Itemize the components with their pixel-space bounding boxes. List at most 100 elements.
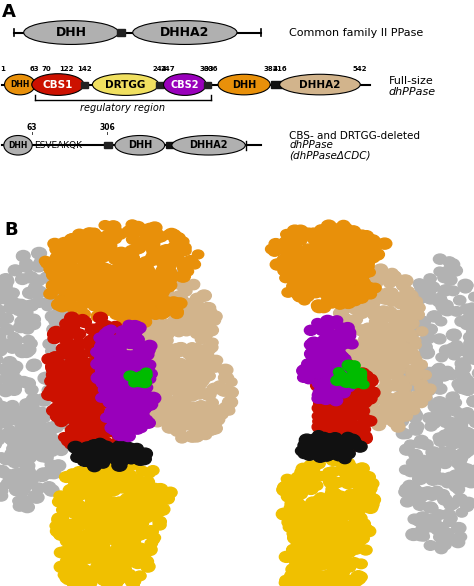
Circle shape <box>315 385 329 396</box>
Circle shape <box>207 383 221 394</box>
Circle shape <box>62 575 75 584</box>
Circle shape <box>305 517 318 528</box>
Circle shape <box>144 374 155 383</box>
Circle shape <box>298 440 311 451</box>
Circle shape <box>84 339 97 349</box>
Circle shape <box>107 233 120 243</box>
Circle shape <box>148 251 164 263</box>
Circle shape <box>324 554 337 564</box>
Circle shape <box>348 274 361 284</box>
Circle shape <box>441 272 455 283</box>
Circle shape <box>199 304 210 312</box>
Circle shape <box>75 427 87 436</box>
Circle shape <box>61 275 74 286</box>
Circle shape <box>438 458 452 469</box>
Circle shape <box>121 373 135 384</box>
Circle shape <box>95 306 109 317</box>
Circle shape <box>164 411 179 423</box>
Circle shape <box>333 350 346 360</box>
Circle shape <box>118 294 133 306</box>
Circle shape <box>355 469 367 478</box>
Circle shape <box>137 349 148 357</box>
Circle shape <box>142 491 157 503</box>
Circle shape <box>78 253 91 264</box>
Circle shape <box>99 570 112 581</box>
Circle shape <box>438 494 452 505</box>
Circle shape <box>80 452 94 463</box>
Circle shape <box>448 350 460 360</box>
Circle shape <box>105 385 118 394</box>
Circle shape <box>194 366 208 376</box>
Circle shape <box>98 281 109 289</box>
Circle shape <box>337 554 351 564</box>
Circle shape <box>62 546 74 556</box>
Circle shape <box>146 393 161 404</box>
Circle shape <box>329 346 342 356</box>
Circle shape <box>109 372 120 381</box>
Circle shape <box>316 536 328 546</box>
Circle shape <box>72 558 84 568</box>
Circle shape <box>197 353 210 363</box>
Circle shape <box>133 454 148 465</box>
Circle shape <box>315 391 327 400</box>
Circle shape <box>115 512 129 523</box>
Circle shape <box>79 510 92 520</box>
Circle shape <box>86 413 101 424</box>
Circle shape <box>346 536 361 547</box>
Circle shape <box>10 437 24 447</box>
Circle shape <box>430 458 444 468</box>
Circle shape <box>410 486 423 497</box>
Circle shape <box>304 570 316 580</box>
Circle shape <box>323 391 336 401</box>
Circle shape <box>144 526 158 537</box>
Circle shape <box>121 399 132 408</box>
Circle shape <box>61 263 76 275</box>
Circle shape <box>74 425 87 435</box>
Circle shape <box>138 390 150 399</box>
Circle shape <box>338 576 352 586</box>
Circle shape <box>295 489 307 499</box>
Circle shape <box>79 533 91 543</box>
Circle shape <box>153 383 166 394</box>
Circle shape <box>332 526 345 536</box>
Circle shape <box>342 292 356 303</box>
Circle shape <box>115 282 128 292</box>
Circle shape <box>415 381 429 393</box>
Circle shape <box>88 444 100 454</box>
Circle shape <box>101 266 117 278</box>
Circle shape <box>118 374 131 383</box>
Circle shape <box>265 244 278 254</box>
Circle shape <box>64 253 79 264</box>
Circle shape <box>344 323 359 334</box>
Circle shape <box>84 288 96 297</box>
Circle shape <box>433 254 447 264</box>
Circle shape <box>293 533 306 544</box>
Circle shape <box>158 305 171 315</box>
Circle shape <box>123 351 135 360</box>
Circle shape <box>146 507 160 519</box>
Circle shape <box>350 410 364 420</box>
Circle shape <box>319 560 331 569</box>
Circle shape <box>106 523 120 533</box>
Circle shape <box>85 272 97 281</box>
Circle shape <box>123 452 135 461</box>
Circle shape <box>43 339 56 349</box>
Circle shape <box>281 474 293 483</box>
Circle shape <box>375 405 391 417</box>
Circle shape <box>52 389 64 398</box>
Circle shape <box>131 353 146 365</box>
Text: DHH: DHH <box>55 26 87 39</box>
Circle shape <box>343 428 356 438</box>
Circle shape <box>131 299 145 310</box>
Circle shape <box>294 289 308 301</box>
Circle shape <box>180 389 193 400</box>
Circle shape <box>361 496 374 506</box>
Circle shape <box>86 570 99 581</box>
Circle shape <box>48 389 62 399</box>
Circle shape <box>350 541 363 551</box>
Circle shape <box>348 253 363 264</box>
Circle shape <box>408 392 421 402</box>
Circle shape <box>409 366 423 377</box>
Circle shape <box>366 407 378 417</box>
Circle shape <box>414 288 428 300</box>
